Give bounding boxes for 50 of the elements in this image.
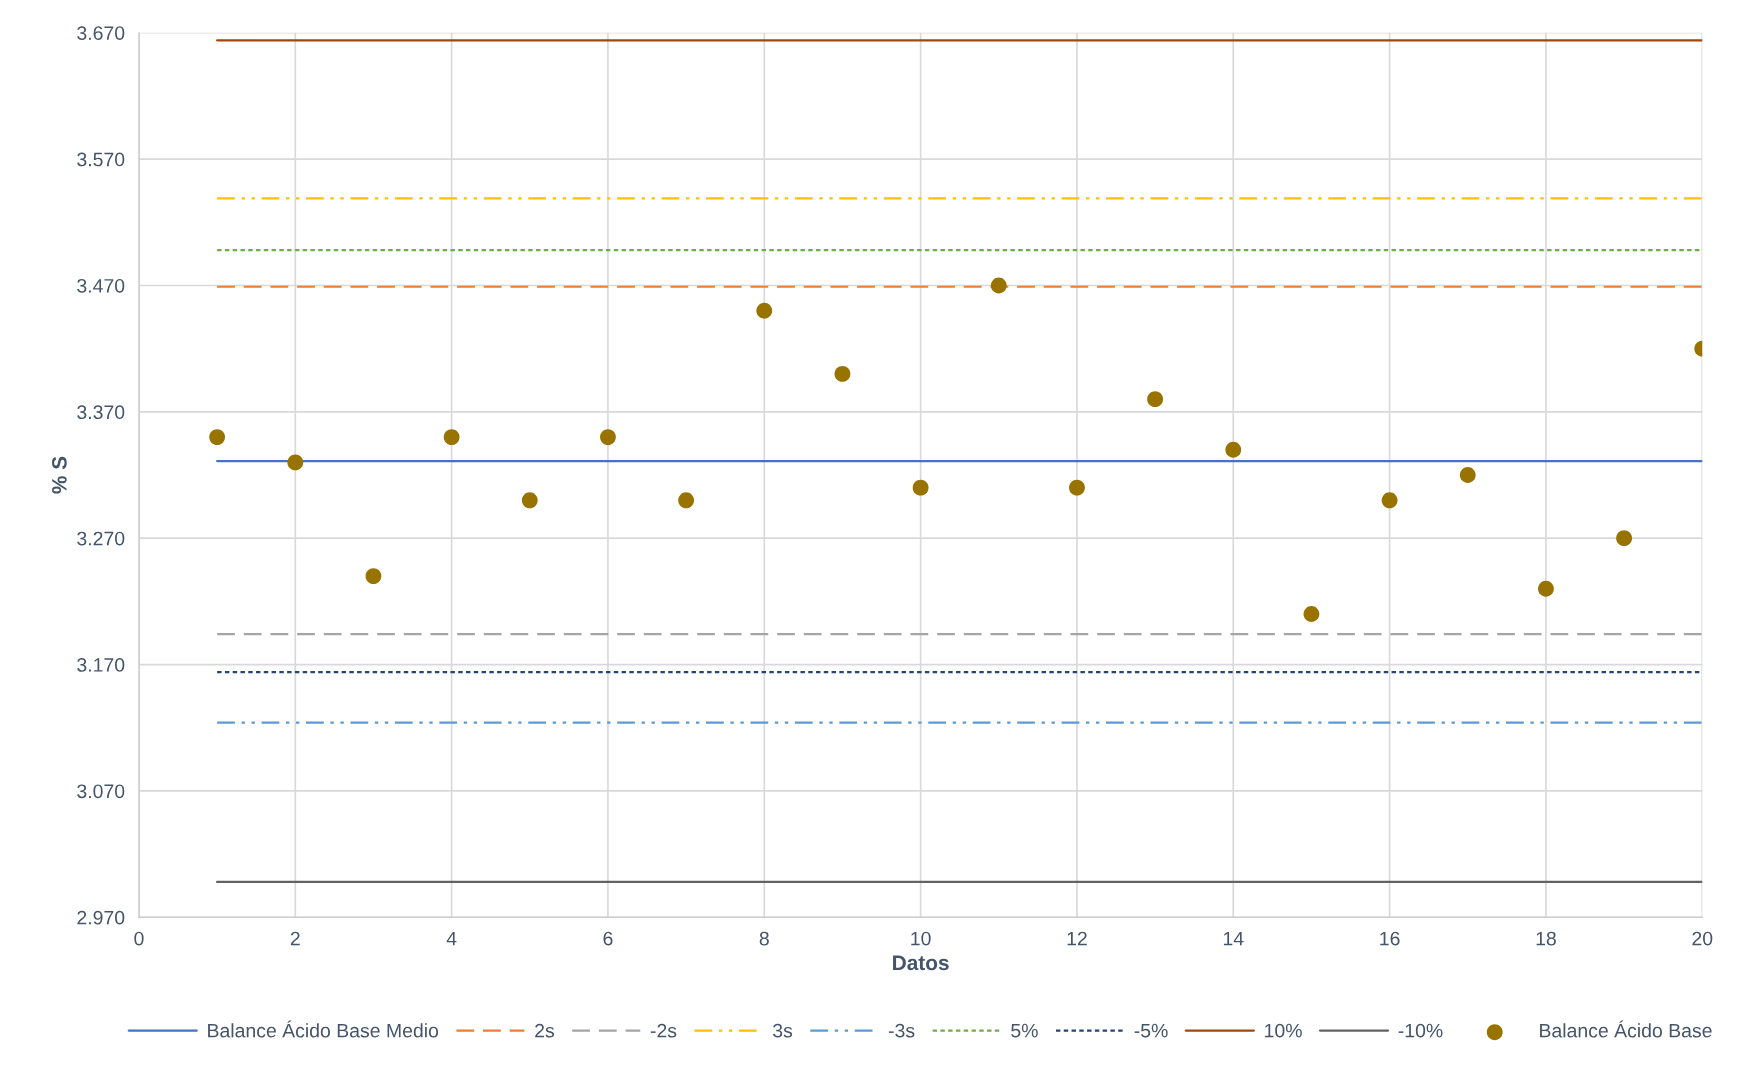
y-tick-label: 3.470 (77, 278, 125, 293)
legend-label: 2s (535, 1023, 554, 1038)
x-tick-label: 14 (1223, 931, 1244, 946)
point (1225, 441, 1242, 458)
point (1459, 467, 1476, 483)
x-tick-label: 4 (446, 931, 457, 946)
x-axis-title: Datos (893, 955, 949, 971)
point (990, 277, 1007, 294)
y-tick-label: 3.170 (77, 658, 125, 672)
point (1303, 606, 1320, 622)
y-tick-label: 3.670 (77, 26, 125, 40)
point (521, 492, 538, 509)
point (912, 479, 929, 496)
y-axis-title: % S (51, 456, 67, 494)
legend-label: Balance Ácido Base Medio (208, 1020, 439, 1038)
point (365, 568, 382, 585)
point (209, 429, 226, 446)
x-tick-label: 8 (759, 931, 769, 946)
x-tick-label: 18 (1536, 931, 1556, 946)
y-tick-label: 3.370 (77, 405, 125, 420)
y-tick-label: 3.070 (77, 784, 125, 799)
point (1147, 391, 1164, 408)
y-tick-label: 3.270 (77, 531, 125, 546)
x-tick-label: 2 (290, 931, 300, 946)
legend-label: Balance Ácido Base (1540, 1020, 1712, 1038)
x-tick-label: 16 (1380, 931, 1400, 946)
point (600, 429, 616, 446)
y-tick-label: 3.570 (77, 152, 125, 167)
x-tick-label: 20 (1692, 931, 1713, 946)
point (1538, 580, 1554, 597)
point (756, 302, 773, 319)
point (834, 366, 851, 382)
x-tick-label: 10 (911, 931, 931, 946)
point (443, 429, 460, 446)
x-tick-label: 6 (603, 931, 613, 946)
legend-label: -3s (888, 1023, 915, 1038)
legend-label: -2s (650, 1023, 677, 1038)
point (1381, 492, 1398, 509)
point (1616, 530, 1633, 547)
legend-label: 3s (773, 1023, 793, 1038)
legend-label: -5% (1134, 1023, 1168, 1038)
point (287, 454, 304, 471)
x-tick-label: 12 (1067, 931, 1087, 946)
legend-label: -10% (1398, 1023, 1443, 1038)
legend-label: 5% (1011, 1023, 1038, 1038)
point (1069, 479, 1085, 496)
y-tick-label: 2.970 (77, 910, 125, 925)
point (678, 492, 695, 509)
legend-label: 10% (1265, 1023, 1302, 1038)
x-tick-label: 0 (134, 931, 144, 946)
